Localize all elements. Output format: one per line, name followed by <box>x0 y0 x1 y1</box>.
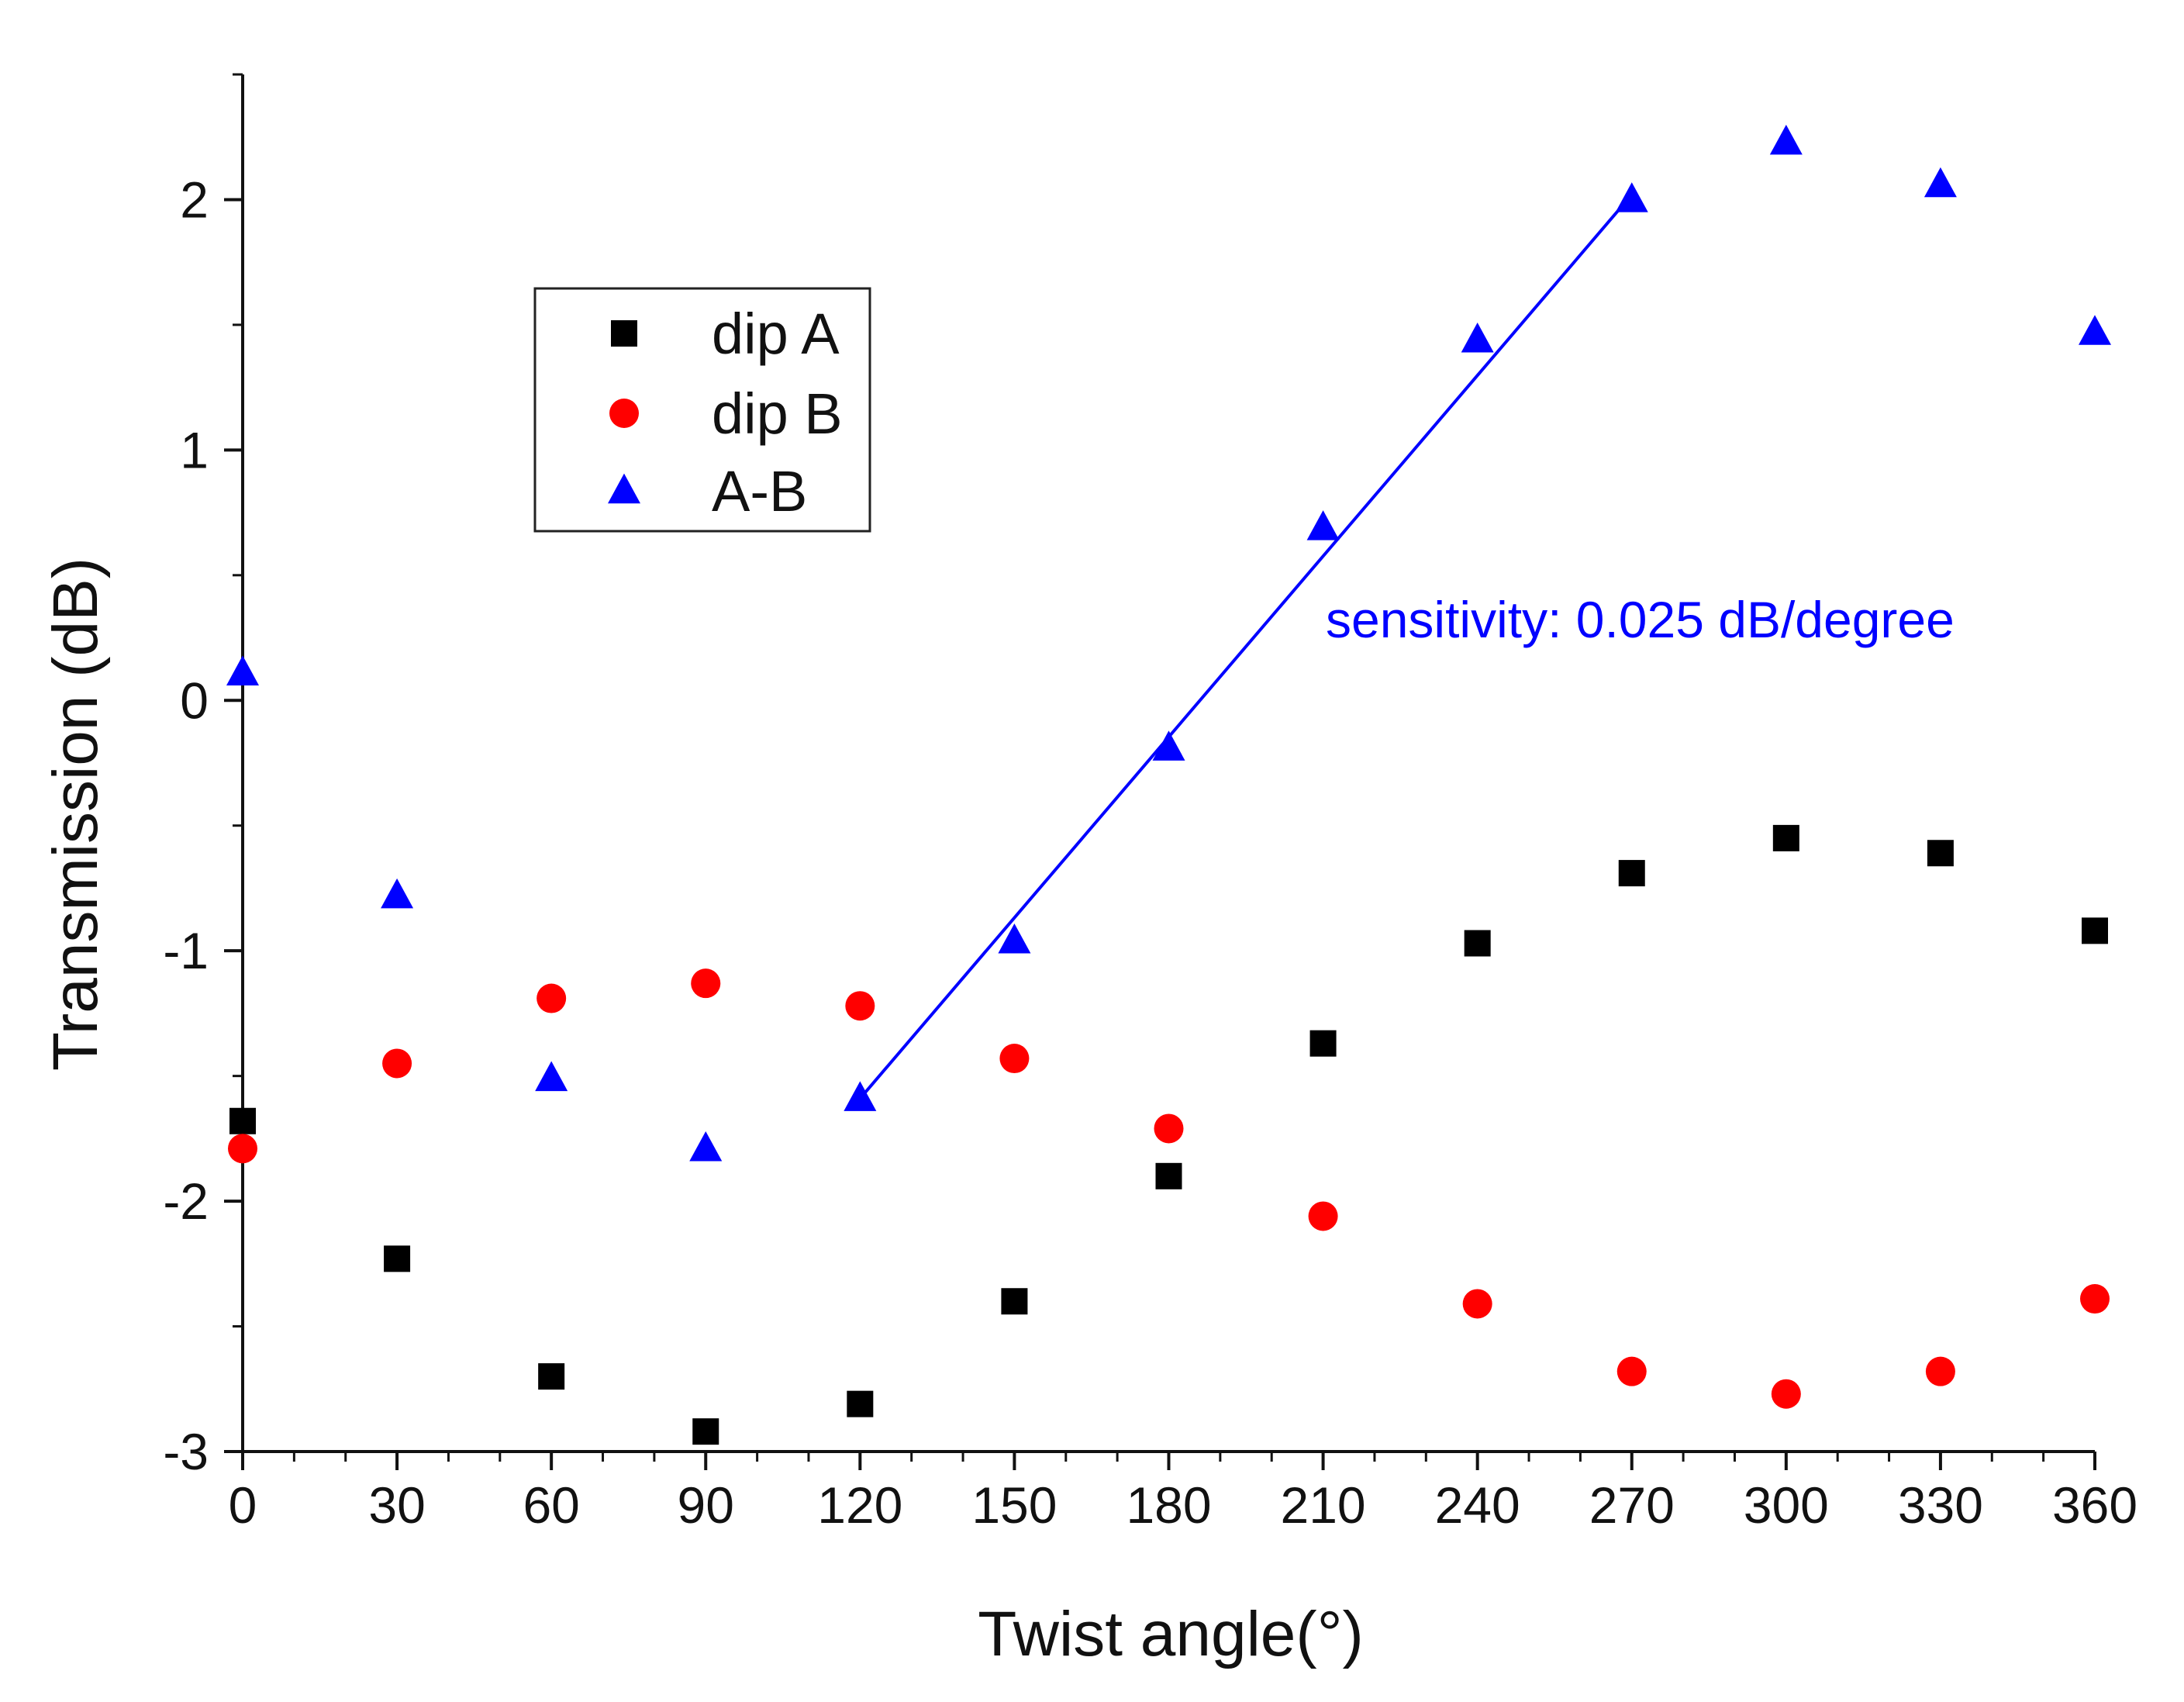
axes <box>241 74 2095 1453</box>
point-dip-b <box>1925 1356 1955 1386</box>
point-dip-b <box>845 991 875 1021</box>
x-tick-label: 210 <box>1281 1476 1366 1534</box>
legend-box <box>533 287 871 533</box>
sensitivity-annotation: sensitivity: 0.025 dB/degree <box>1326 591 1955 648</box>
point-dip-a <box>1927 840 1954 867</box>
ticks: 0 30 60 90 120 150 180 210 240 270 300 330 360-3-2-1… <box>163 73 2137 1534</box>
point-dip-b <box>1154 1113 1184 1144</box>
x-tick-label: 240 <box>1435 1476 1520 1534</box>
point-dip-a <box>847 1390 874 1417</box>
point-a-b <box>1306 510 1340 540</box>
point-a-b <box>1769 124 1803 155</box>
point-dip-a <box>1155 1162 1182 1189</box>
point-dip-b <box>537 983 567 1013</box>
point-a-b <box>1461 322 1494 353</box>
x-tick-label: 120 <box>817 1476 902 1534</box>
y-tick-label: 1 <box>180 421 209 478</box>
legend-marker-dip-b <box>609 399 639 428</box>
fit-line <box>858 193 1634 1100</box>
point-a-b <box>2079 315 2111 345</box>
y-tick-label: -3 <box>163 1423 209 1480</box>
point-a-b <box>844 1081 877 1111</box>
point-dip-b <box>2080 1284 2110 1314</box>
x-tick-label: 360 <box>2052 1476 2137 1534</box>
point-dip-a <box>1001 1288 1028 1315</box>
x-tick-label: 0 <box>229 1476 257 1534</box>
x-axis-title: Twist angle(°) <box>978 1599 1364 1669</box>
legend-marker-a-b <box>608 473 640 504</box>
legend-label-dip-b: dip B <box>712 381 843 446</box>
point-dip-a <box>1309 1030 1337 1057</box>
point-dip-b <box>228 1134 257 1164</box>
point-dip-b <box>691 968 721 999</box>
data-points <box>226 124 2111 1445</box>
legend-label-a-b: A-B <box>712 459 807 523</box>
x-tick-label: 60 <box>523 1476 579 1534</box>
point-dip-b <box>1616 1356 1647 1386</box>
legend: dip A dip B A-B <box>533 287 871 533</box>
x-tick-label: 300 <box>1744 1476 1829 1534</box>
x-tick-label: 30 <box>368 1476 425 1534</box>
point-dip-a <box>692 1418 719 1445</box>
point-dip-b <box>999 1044 1030 1074</box>
y-tick-label: 2 <box>180 171 209 228</box>
y-tick-label: 0 <box>180 671 209 729</box>
point-a-b <box>226 655 259 685</box>
legend-marker-dip-a <box>611 320 637 347</box>
legend-label-dip-a: dip A <box>712 302 840 366</box>
point-a-b <box>1924 167 1957 198</box>
point-dip-a <box>1772 824 1799 851</box>
y-tick-label: -2 <box>163 1172 209 1230</box>
x-tick-label: 180 <box>1126 1476 1211 1534</box>
point-a-b <box>1615 182 1648 212</box>
point-dip-b <box>1308 1201 1338 1231</box>
point-dip-a <box>229 1107 256 1134</box>
fit-line-group <box>858 193 1634 1100</box>
x-tick-label: 330 <box>1898 1476 1983 1534</box>
point-a-b <box>1152 730 1185 761</box>
point-a-b <box>689 1131 723 1162</box>
point-dip-a <box>2082 917 2108 944</box>
point-dip-b <box>1771 1379 1801 1409</box>
point-dip-a <box>538 1363 565 1390</box>
point-dip-a <box>384 1245 411 1272</box>
point-dip-a <box>1464 930 1491 957</box>
y-tick-label: -1 <box>163 922 209 979</box>
point-a-b <box>535 1061 568 1092</box>
y-axis-title: Transmission (dB) <box>40 558 111 1071</box>
point-dip-b <box>382 1048 412 1079</box>
x-tick-label: 270 <box>1589 1476 1675 1534</box>
point-dip-b <box>1462 1289 1492 1319</box>
point-a-b <box>998 923 1031 954</box>
x-tick-label: 150 <box>971 1476 1057 1534</box>
x-tick-label: 90 <box>678 1476 734 1534</box>
point-a-b <box>381 878 414 909</box>
point-dip-a <box>1618 860 1645 887</box>
